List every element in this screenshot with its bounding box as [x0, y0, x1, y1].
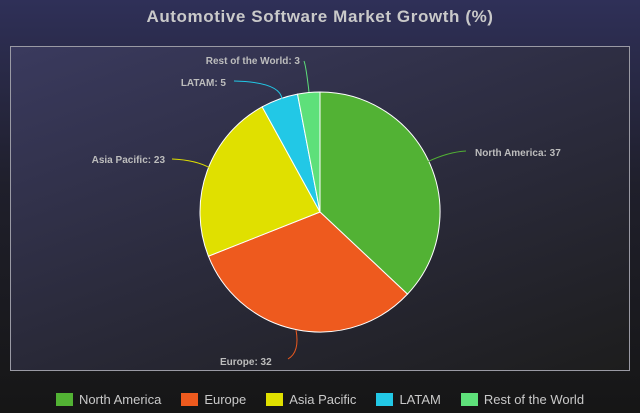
slice-label: North America: 37: [475, 148, 561, 159]
legend-swatch: [181, 392, 199, 406]
legend-swatch: [460, 392, 478, 406]
chart-title: Automotive Software Market Growth (%): [146, 7, 494, 26]
legend-label: Asia Pacific: [289, 391, 357, 407]
legend-item-asia-pacific[interactable]: Asia Pacific: [266, 392, 356, 407]
pie-slice-asia-pacific[interactable]: [199, 106, 321, 257]
slice-label: LATAM: 5: [181, 78, 227, 89]
leader-line: [171, 158, 211, 169]
legend-swatch: [266, 392, 284, 406]
pie-slice-north-america[interactable]: [319, 91, 441, 295]
leader-line: [303, 60, 310, 93]
legend-item-rest-of-the-world[interactable]: Rest of the World: [460, 391, 585, 407]
legend-item-north-america[interactable]: North America: [55, 391, 162, 407]
legend-item-latam[interactable]: LATAM: [376, 391, 441, 407]
pie-slice-europe[interactable]: [207, 211, 409, 333]
leader-line: [233, 80, 283, 100]
slice-label: Rest of the World: 3: [206, 56, 301, 67]
legend-item-europe[interactable]: Europe: [181, 392, 246, 407]
leader-line: [426, 150, 467, 163]
pie-slice-rest-of-the-world[interactable]: [296, 91, 321, 213]
legend-label: Europe: [204, 391, 247, 407]
legend-label: North America: [78, 391, 162, 407]
legend-swatch: [55, 392, 73, 406]
legend: North America Europe Asia Pacific LATAM …: [0, 389, 640, 409]
slice-label: Europe: 32: [220, 357, 272, 368]
legend-label: Rest of the World: [483, 391, 585, 407]
leader-line: [287, 329, 298, 360]
legend-label: LATAM: [399, 391, 441, 407]
legend-swatch: [376, 392, 394, 406]
slice-label: Asia Pacific: 23: [92, 155, 166, 166]
